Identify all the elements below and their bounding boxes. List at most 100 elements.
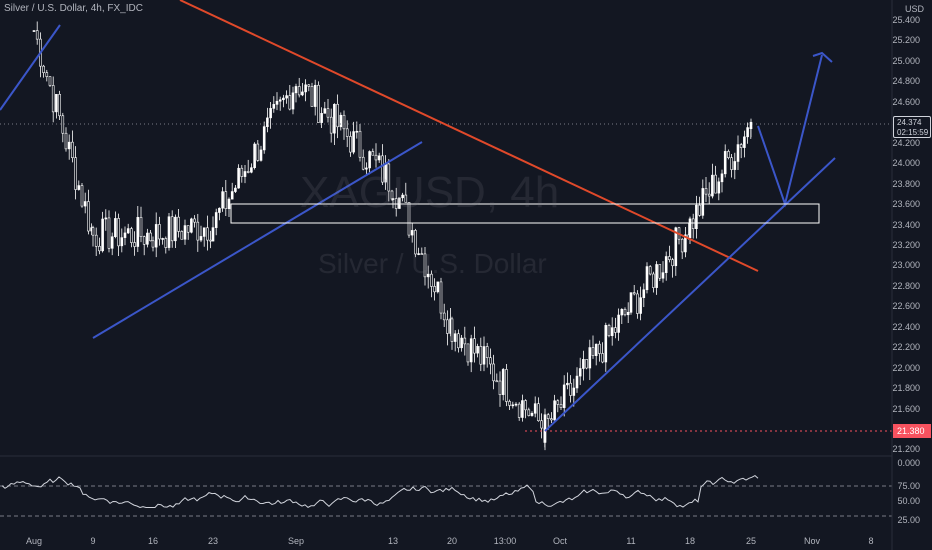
candle: [253, 142, 256, 170]
candle: [711, 163, 714, 199]
candle: [489, 348, 492, 375]
rsi-tick: 0.000: [897, 458, 920, 468]
candle: [83, 192, 87, 214]
candle: [48, 76, 52, 88]
candle: [717, 177, 721, 201]
price-tick: 24.600: [892, 96, 920, 107]
candle: [566, 372, 569, 390]
candle: [272, 96, 276, 113]
candle: [530, 411, 534, 417]
candle: [313, 79, 317, 116]
candle: [407, 202, 411, 238]
candle: [58, 90, 61, 120]
candle: [473, 326, 476, 363]
candles-layer: [32, 21, 753, 451]
candle: [469, 334, 473, 373]
candle: [598, 340, 601, 362]
candle: [342, 110, 346, 140]
time-tick: 11: [626, 536, 636, 546]
candle: [645, 262, 649, 294]
time-tick: 13:00: [493, 536, 517, 546]
candle: [240, 165, 244, 183]
rsi-tick: 25.00: [897, 515, 920, 525]
price-tick: 25.400: [892, 15, 920, 25]
candle: [658, 264, 662, 282]
candle: [234, 185, 237, 194]
candle: [94, 227, 98, 257]
candle: [433, 278, 436, 301]
candle: [42, 64, 45, 78]
bar-countdown: 02:15:59: [897, 128, 929, 137]
candle: [652, 271, 655, 293]
price-tick: 24.800: [892, 76, 920, 87]
candle: [377, 152, 381, 163]
candle: [723, 144, 727, 178]
candle: [623, 307, 627, 317]
price-tick: 23.400: [892, 219, 920, 230]
candle: [74, 146, 77, 200]
candle: [482, 336, 486, 372]
candle: [310, 82, 314, 107]
candle: [582, 350, 585, 381]
symbol-label[interactable]: Silver / U.S. Dollar, 4h, FX_IDC: [4, 3, 143, 14]
trendline-resistance: [179, 0, 759, 272]
candle: [45, 69, 49, 82]
candle: [202, 227, 206, 247]
candle: [123, 226, 127, 246]
time-tick: Oct: [552, 536, 568, 546]
candle: [211, 216, 215, 242]
candle: [329, 108, 333, 143]
candle: [404, 182, 408, 203]
candle: [336, 94, 339, 139]
candle: [256, 140, 260, 162]
candle: [170, 210, 174, 248]
candle: [610, 317, 614, 346]
candle: [167, 212, 171, 251]
candle: [154, 212, 158, 258]
candle: [333, 103, 336, 146]
candle: [636, 290, 639, 319]
candle: [227, 197, 231, 218]
candle: [259, 145, 263, 162]
candle: [358, 124, 362, 162]
price-tick: 21.600: [892, 403, 920, 414]
support-zone-box: [230, 203, 820, 224]
candle: [730, 154, 733, 178]
candle: [661, 261, 665, 283]
candle: [352, 121, 355, 155]
candle: [498, 371, 502, 407]
candle: [361, 149, 365, 171]
candle: [149, 230, 152, 242]
currency-label[interactable]: USD: [904, 4, 924, 14]
candle: [677, 226, 681, 245]
candle: [266, 107, 269, 133]
candle: [457, 329, 460, 353]
candle: [71, 130, 74, 163]
candle: [77, 180, 81, 191]
candle: [739, 142, 743, 159]
candle: [527, 407, 531, 417]
time-tick: 23: [207, 536, 219, 546]
candle: [224, 180, 228, 216]
time-tick: 16: [147, 536, 159, 546]
candle: [349, 131, 352, 157]
price-tick: 22.000: [892, 362, 920, 373]
time-tick: 9: [90, 536, 96, 546]
candle: [614, 317, 617, 339]
price-tick: 21.200: [892, 444, 920, 455]
candle: [246, 159, 250, 174]
candle: [680, 237, 684, 260]
price-tick: 22.800: [892, 280, 920, 291]
candle: [626, 302, 630, 323]
candle: [655, 261, 658, 295]
candle: [591, 335, 595, 359]
candle: [365, 162, 368, 174]
candle: [572, 378, 576, 407]
candle: [91, 225, 95, 247]
candle: [151, 236, 155, 252]
candle: [426, 265, 430, 289]
candle: [221, 187, 224, 212]
candle: [736, 135, 740, 170]
candle: [684, 226, 687, 258]
